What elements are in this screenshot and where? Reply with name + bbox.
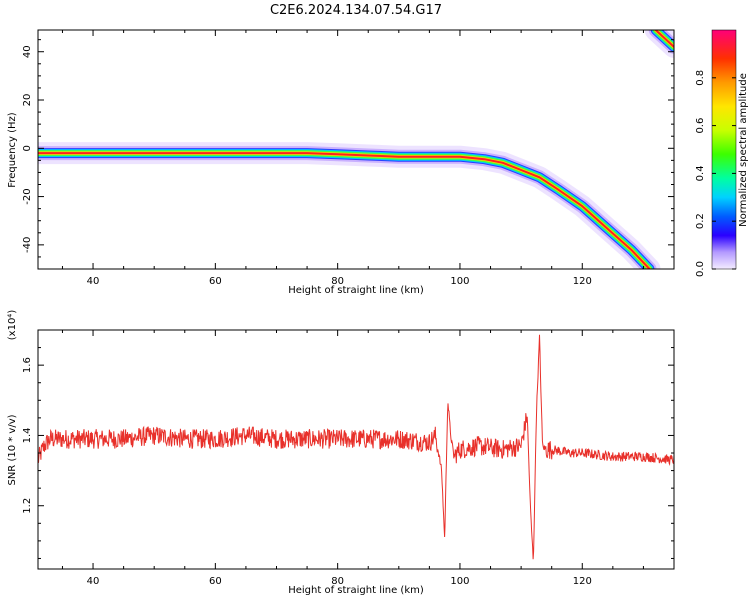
spectrogram-xtick-label: 60 [209, 276, 222, 287]
spectrogram-ridges [38, 30, 674, 269]
spectrogram-ridge-upper-layer-6 [654, 30, 674, 48]
snr-ylabel: SNR (10 * v/v) [7, 414, 18, 485]
spectrogram-ytick-label: 0 [22, 145, 33, 151]
spectrogram-ylabel: Frequency (Hz) [7, 112, 18, 188]
snr-ytick-label: 1.6 [22, 357, 33, 373]
spectrogram-ridge-layer-6 [38, 152, 651, 269]
snr-ytick-label: 1.4 [22, 427, 33, 443]
snr-ticks: 40 60 80 100 120 1.2 1.4 1.6 [22, 329, 675, 587]
colorbar-tick-label: 0.0 [695, 261, 706, 277]
colorbar-tick-label: 0.2 [695, 213, 706, 229]
snr-xtick-label: 80 [331, 576, 344, 587]
figure-title: C2E6.2024.134.07.54.G17 [270, 3, 442, 18]
spectrogram-xtick-label: 100 [450, 276, 469, 287]
snr-yscale-label: (x10⁴) [7, 310, 18, 341]
snr-panel: 40 60 80 100 120 1.2 1.4 1.6 Height of straight… [7, 310, 675, 596]
spectrogram-ticks: 40 60 80 100 120 -40 -20 0 20 40 [22, 30, 675, 287]
snr-xtick-label: 120 [573, 576, 592, 587]
spectrogram-ytick-label: -40 [22, 237, 33, 253]
snr-frame [37, 329, 675, 570]
colorbar-tick-label: 0.6 [695, 118, 706, 134]
colorbar-tick-label: 0.8 [695, 70, 706, 86]
snr-ytick-label: 1.2 [22, 498, 33, 514]
snr-xtick-label: 40 [87, 576, 100, 587]
snr-series-line [38, 334, 674, 560]
colorbar-tick-label: 0.4 [695, 165, 706, 181]
spectrogram-panel: 40 60 80 100 120 -40 -20 0 20 40 Height of straig… [7, 29, 675, 296]
spectrogram-ytick-label: 20 [22, 94, 33, 107]
spectrogram-xtick-label: 120 [573, 276, 592, 287]
spectrogram-frame [37, 29, 675, 270]
colorbar: 0.0 0.2 0.4 0.6 0.8 Normalized spectral ampl… [695, 29, 749, 277]
colorbar-label: Normalized spectral amplitude [738, 73, 749, 227]
spectrogram-ridge-layer-3 [38, 149, 654, 269]
spectrogram-ytick-label: -20 [22, 188, 33, 204]
spectrogram-xtick-label: 80 [331, 276, 344, 287]
spectrogram-ridge-layer-2 [38, 148, 655, 269]
colorbar-gradient [712, 30, 736, 269]
snr-xlabel: Height of straight line (km) [288, 585, 424, 596]
spectrogram-ytick-label: 40 [22, 45, 33, 58]
spectrogram-ridge-layer-4 [38, 150, 653, 269]
spectrogram-xlabel: Height of straight line (km) [288, 285, 424, 296]
spectrogram-xtick-label: 40 [87, 276, 100, 287]
snr-xtick-label: 60 [209, 576, 222, 587]
colorbar-ticks: 0.0 0.2 0.4 0.6 0.8 [695, 29, 737, 277]
spectrogram-ridge-layer-1 [38, 146, 657, 269]
spectrogram-ridge-layer-5 [38, 151, 652, 269]
snr-xtick-label: 100 [450, 576, 469, 587]
spectrogram-ridge-layer-0 [38, 142, 661, 269]
